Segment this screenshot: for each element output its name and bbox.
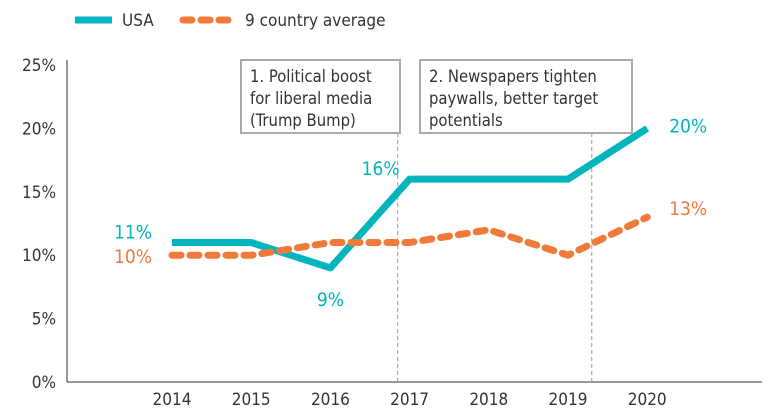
series-line-usa (172, 125, 650, 272)
data-label: 13% (669, 198, 707, 220)
x-tick-label: 2018 (469, 390, 508, 410)
data-label: 11% (114, 222, 152, 244)
y-tick-label: 15% (22, 183, 56, 203)
y-tick-label: 10% (22, 246, 56, 266)
y-tick-label: 5% (32, 310, 56, 330)
x-tick-label: 2019 (549, 390, 588, 410)
x-tick-label: 2016 (311, 390, 350, 410)
data-label: 20% (669, 115, 707, 137)
x-tick-label: 2015 (232, 390, 271, 410)
annotation-box (419, 59, 633, 134)
annotation-text: for liberal media (250, 89, 372, 108)
legend-label-usa: USA (122, 11, 154, 31)
x-tick-label: 2017 (390, 390, 429, 410)
legend-label-average: 9 country average (245, 11, 386, 31)
data-label: 16% (362, 158, 400, 180)
y-tick-label: 25% (22, 56, 56, 76)
y-tick-label: 0% (32, 373, 56, 393)
y-tick-label: 20% (22, 119, 56, 139)
annotation-text: potentials (429, 111, 503, 130)
x-tick-label: 2014 (153, 390, 192, 410)
series-line-average (168, 213, 651, 259)
data-label: 10% (114, 246, 152, 268)
annotation-text: 1. Political boost (250, 67, 372, 86)
annotation-text: paywalls, better target (429, 89, 598, 108)
annotation-text: 2. Newspapers tighten (429, 67, 597, 86)
annotation-box (240, 59, 401, 134)
x-tick-label: 2020 (628, 390, 667, 410)
annotation-text: (Trump Bump) (250, 111, 356, 130)
data-label: 9% (317, 289, 344, 311)
